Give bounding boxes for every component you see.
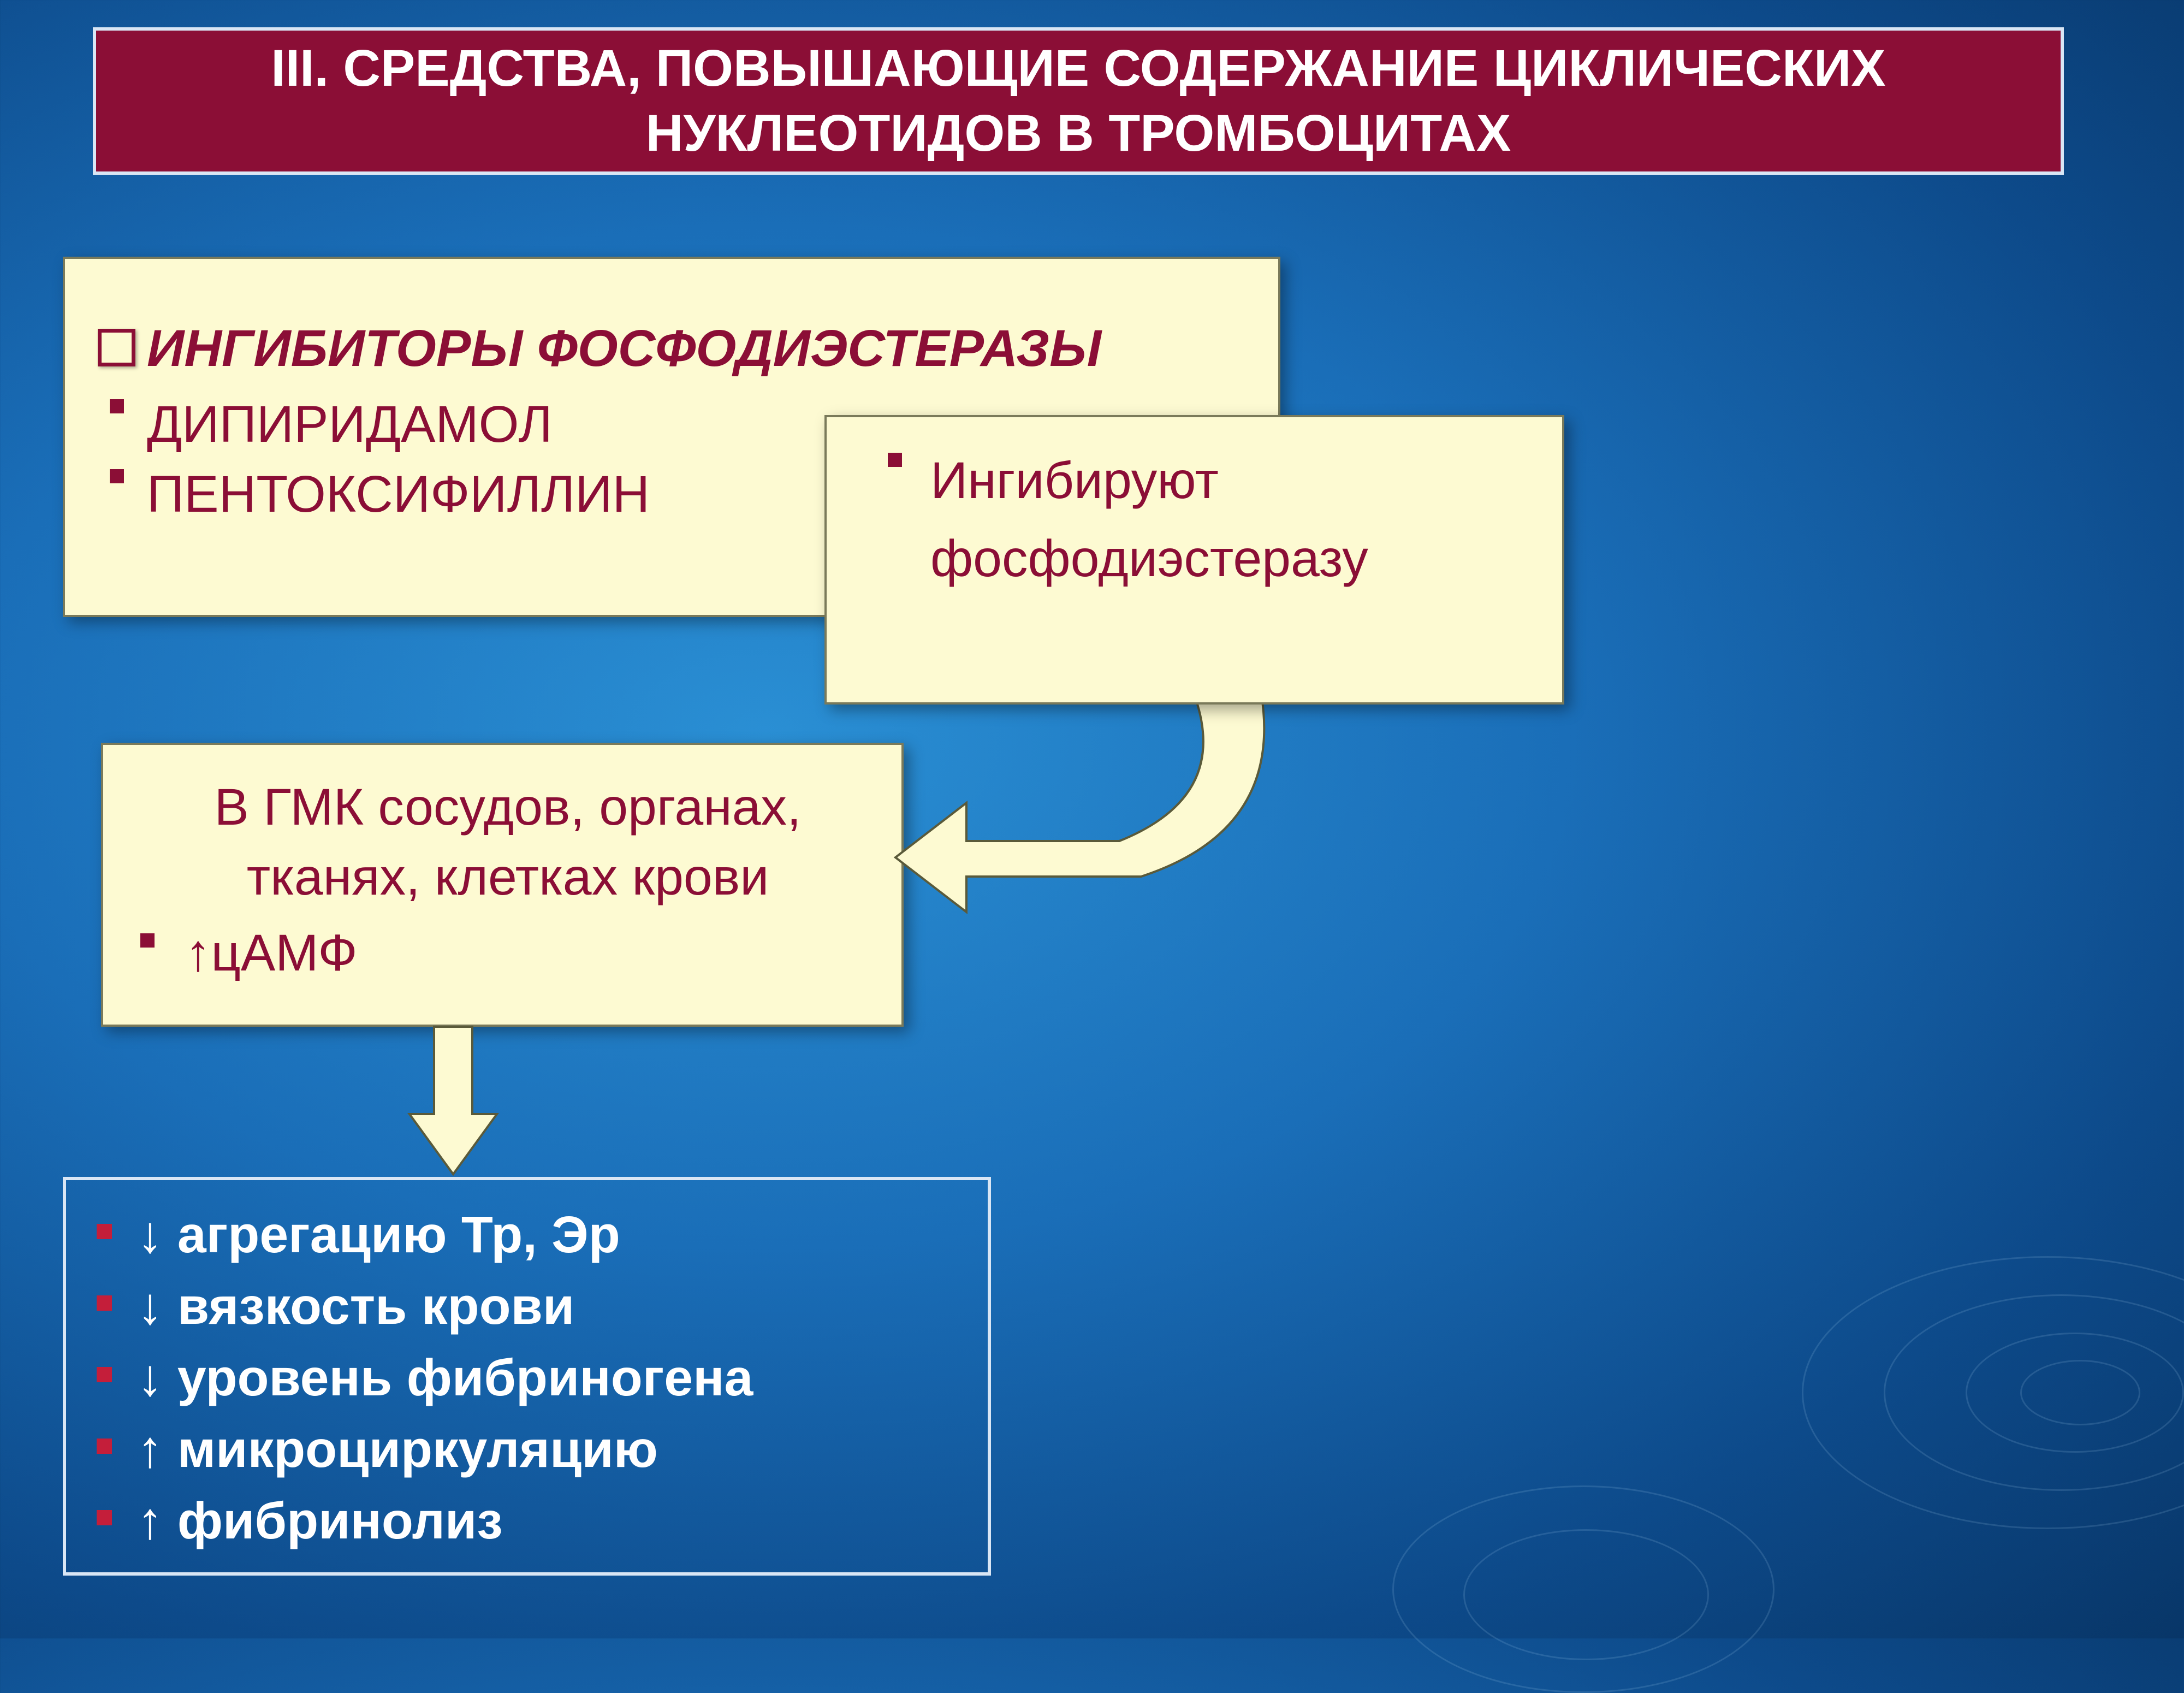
arrow-down-icon — [404, 1021, 502, 1180]
effects-box: ↓ агрегацию Тр, Эр ↓ вязкость крови ↓ ур… — [63, 1177, 991, 1576]
title-banner: III. СРЕДСТВА, ПОВЫШАЮЩИЕ СОДЕРЖАНИЕ ЦИК… — [93, 27, 2064, 175]
title-text: III. СРЕДСТВА, ПОВЫШАЮЩИЕ СОДЕРЖАНИЕ ЦИК… — [118, 36, 2039, 166]
effect-item: ↑ микроциркуляцию — [93, 1414, 971, 1485]
effect-item: ↓ уровень фибриногена — [93, 1342, 971, 1414]
inhibitors-heading: ИНГИБИТОРЫ ФОСФОДИЭСТЕРАЗЫ — [98, 319, 1245, 378]
gmk-camp: ↑цАМФ — [136, 924, 880, 983]
effect-item: ↑ фибринолиз — [93, 1485, 971, 1557]
effect-item: ↓ вязкость крови — [93, 1271, 971, 1342]
inhibit-action-box: Ингибируют фосфодиэстеразу — [824, 415, 1564, 705]
gmk-line1: В ГМК сосудов, органах, — [136, 772, 880, 842]
effect-item: ↓ агрегацию Тр, Эр — [93, 1199, 971, 1271]
inhibit-text: Ингибируют фосфодиэстеразу — [859, 442, 1529, 597]
gmk-box: В ГМК сосудов, органах, тканях, клетках … — [101, 743, 904, 1027]
gmk-line2: тканях, клетках крови — [136, 842, 880, 912]
